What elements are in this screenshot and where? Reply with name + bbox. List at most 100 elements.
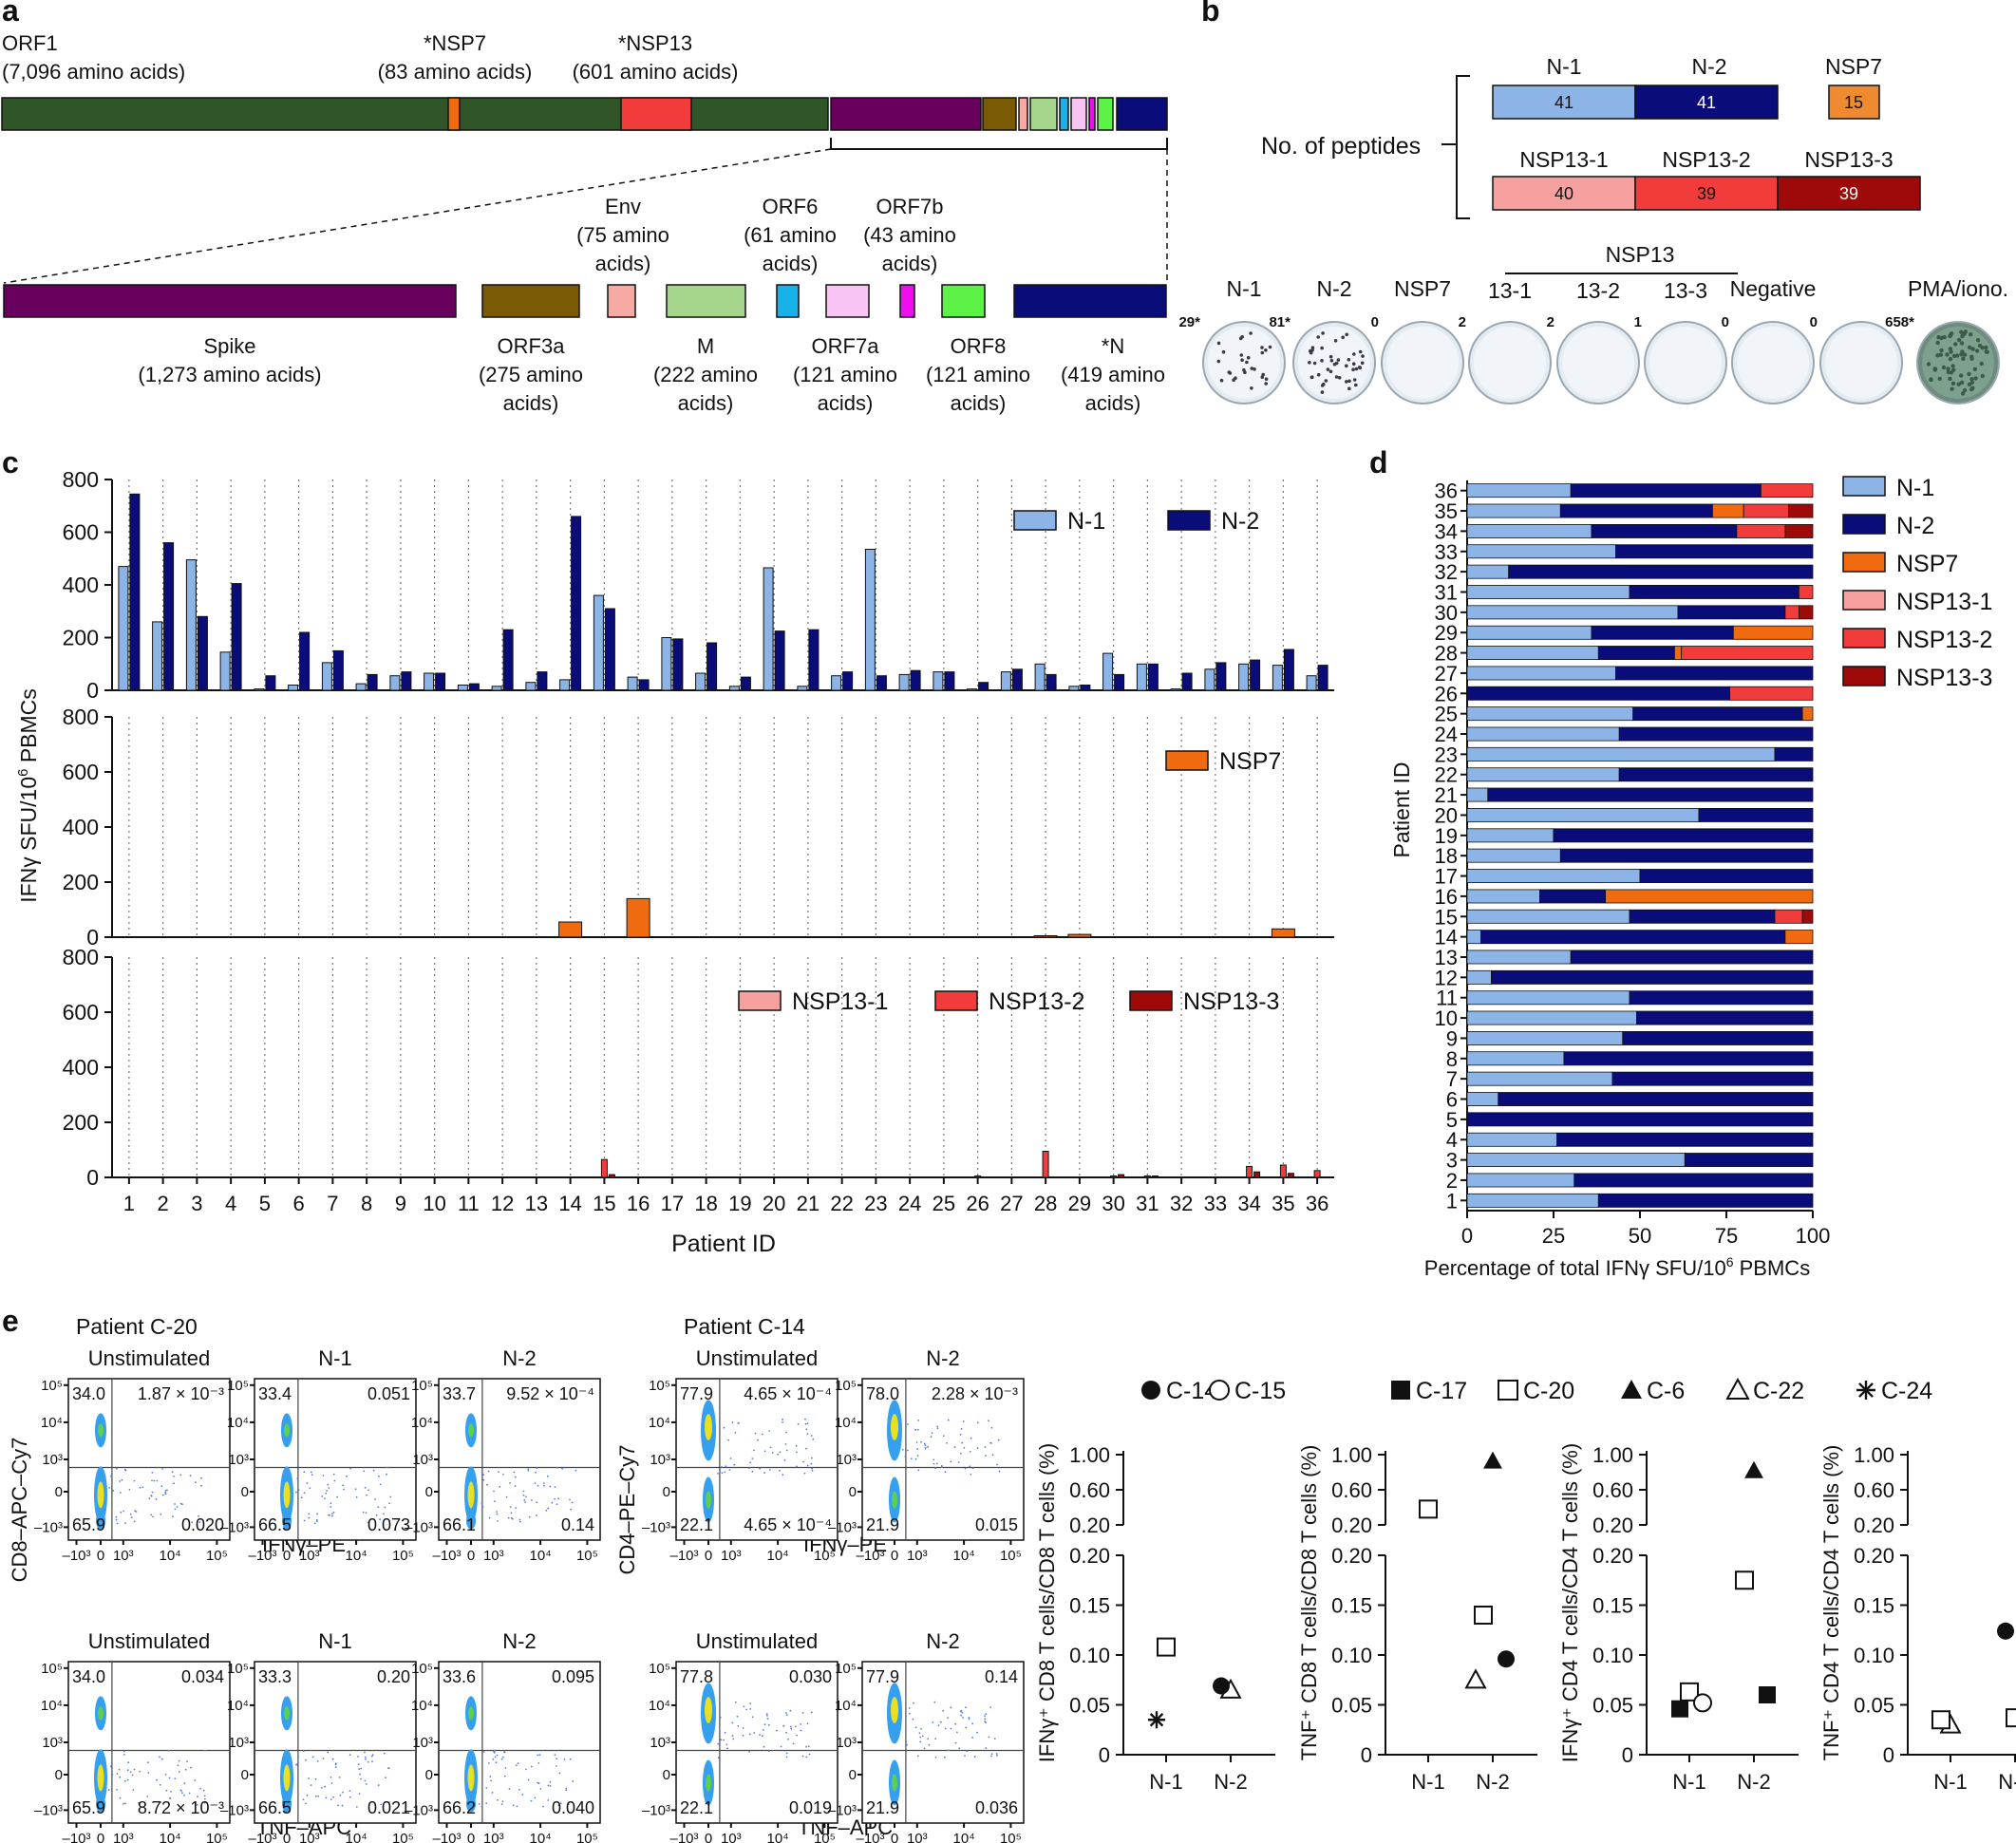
flow-event (327, 1751, 330, 1754)
flow-ytick-label: 0 (55, 1484, 63, 1500)
c-legend-label: NSP13-3 (1183, 988, 1279, 1015)
flow-event (308, 1513, 311, 1515)
flow-event (748, 1750, 750, 1753)
well-spot (1938, 352, 1944, 357)
d-bar-nsp13-3 (1788, 503, 1814, 518)
well-spot (1935, 340, 1940, 346)
flow-population (466, 1795, 476, 1813)
flow-event (749, 1708, 752, 1710)
flow-q-bottomright: 0.073 (367, 1515, 410, 1534)
well-count-5: 1 (1634, 314, 1642, 330)
flow-event (366, 1783, 367, 1785)
flow-ytick-label: 10⁵ (411, 1378, 433, 1394)
c-xtick-label: 9 (395, 1192, 406, 1215)
flow-population (282, 1512, 292, 1530)
c-legend-swatch (738, 990, 782, 1011)
flow-event (543, 1482, 545, 1484)
d-legend-label: NSP13-2 (1896, 627, 1992, 653)
flow-event (504, 1767, 507, 1769)
flow-ytick-label: 10⁵ (227, 1378, 249, 1394)
flow-ytick-label: 10⁴ (649, 1415, 670, 1431)
pool-nsp13-3-name: NSP13-3 (1804, 147, 1893, 172)
flow-event (167, 1749, 170, 1752)
flow-event (984, 1715, 986, 1717)
c-xtick-label: 19 (728, 1192, 751, 1215)
c-bar-n-1 (321, 662, 332, 691)
well-spot (1972, 367, 1978, 371)
flow-event (996, 1754, 998, 1757)
flow-event (724, 1731, 726, 1734)
flow-event (537, 1781, 539, 1784)
flow-event (940, 1464, 943, 1467)
well-spot (1969, 332, 1973, 337)
d-bar-n-1 (1466, 564, 1510, 579)
flow-event (188, 1792, 191, 1795)
flow-event (729, 1457, 732, 1459)
flow-event (164, 1491, 167, 1494)
flow-event (497, 1520, 499, 1522)
c-xtick-label: 18 (694, 1192, 717, 1215)
nsp7-length: (83 amino acids) (378, 60, 533, 84)
flow-event (503, 1751, 505, 1754)
flow-event (542, 1805, 544, 1808)
well-spot (1948, 356, 1953, 362)
flow-xtick-label: 10⁴ (160, 1831, 181, 1843)
flow-event (337, 1804, 340, 1807)
c-xtick-label: 28 (1034, 1192, 1057, 1215)
pool-nsp13-2-name: NSP13-2 (1662, 147, 1750, 172)
flow-event (771, 1452, 774, 1454)
flow-event (572, 1780, 575, 1782)
flow-event (916, 1448, 919, 1450)
flow-xtick-label: 10³ (907, 1548, 928, 1564)
pool-n2-name: N-2 (1691, 54, 1726, 79)
flow-event (362, 1511, 365, 1514)
flow-event (123, 1468, 126, 1471)
d-legend-swatch (1842, 666, 1886, 686)
well-spot (1948, 376, 1952, 382)
well-inner-7 (1825, 327, 1897, 399)
flow-event (107, 1789, 110, 1792)
d-ytick-label: 25 (1435, 703, 1458, 726)
well-spot (1984, 345, 1988, 350)
d-bar-n-2 (1639, 869, 1814, 884)
flow-event (539, 1788, 542, 1790)
flow-event (384, 1752, 386, 1755)
flow-event (934, 1757, 937, 1758)
flow-event (379, 1518, 382, 1521)
spike-bar (830, 97, 982, 131)
e-ytick-label: 0.10 (1069, 1644, 1110, 1667)
flow-event (554, 1754, 556, 1756)
d-bar-n-1 (1466, 869, 1641, 884)
flow-population-core (705, 1414, 712, 1440)
flow-event (315, 1795, 317, 1797)
flow-ytick-label: –10³ (405, 1519, 433, 1535)
flow-q-topleft: 33.3 (258, 1667, 292, 1686)
flow-event (146, 1796, 149, 1797)
d-bar-n-1 (1466, 544, 1616, 559)
flow-event (514, 1485, 517, 1487)
well-spot (1967, 382, 1972, 387)
flow-event (749, 1702, 751, 1705)
orf7b-bar (1088, 97, 1096, 131)
flow-event (302, 1750, 305, 1753)
flow-event (914, 1726, 917, 1729)
flow-q-bottomleft: 22.1 (680, 1798, 713, 1817)
well-label-6: Negative (1730, 276, 1817, 301)
panel-e-scatter: 0.20 0.60 1.00 0 0.05 0.10 0.15 0.20 N-1 N-2 IFNγ⁺… (1035, 1443, 2016, 1794)
flow-population-core (891, 1697, 898, 1723)
c-xtick-label: 7 (327, 1192, 338, 1215)
flow-frame (67, 1378, 231, 1541)
c-bar-nsp13-3 (1151, 1175, 1159, 1178)
flow-event (343, 1488, 345, 1491)
flow-event (779, 1451, 782, 1454)
well-spot (1332, 362, 1337, 367)
flow-event (537, 1754, 539, 1757)
flow-event (916, 1428, 919, 1431)
c-ytick-label: 800 (63, 705, 99, 729)
env-length-2: acids) (595, 252, 651, 275)
d-bar-nsp13-3 (1799, 605, 1814, 620)
flow-event (181, 1792, 183, 1794)
d-ytick-label: 15 (1435, 905, 1458, 929)
flow-xtick-label: –10³ (669, 1548, 698, 1564)
flow-event (305, 1758, 307, 1761)
